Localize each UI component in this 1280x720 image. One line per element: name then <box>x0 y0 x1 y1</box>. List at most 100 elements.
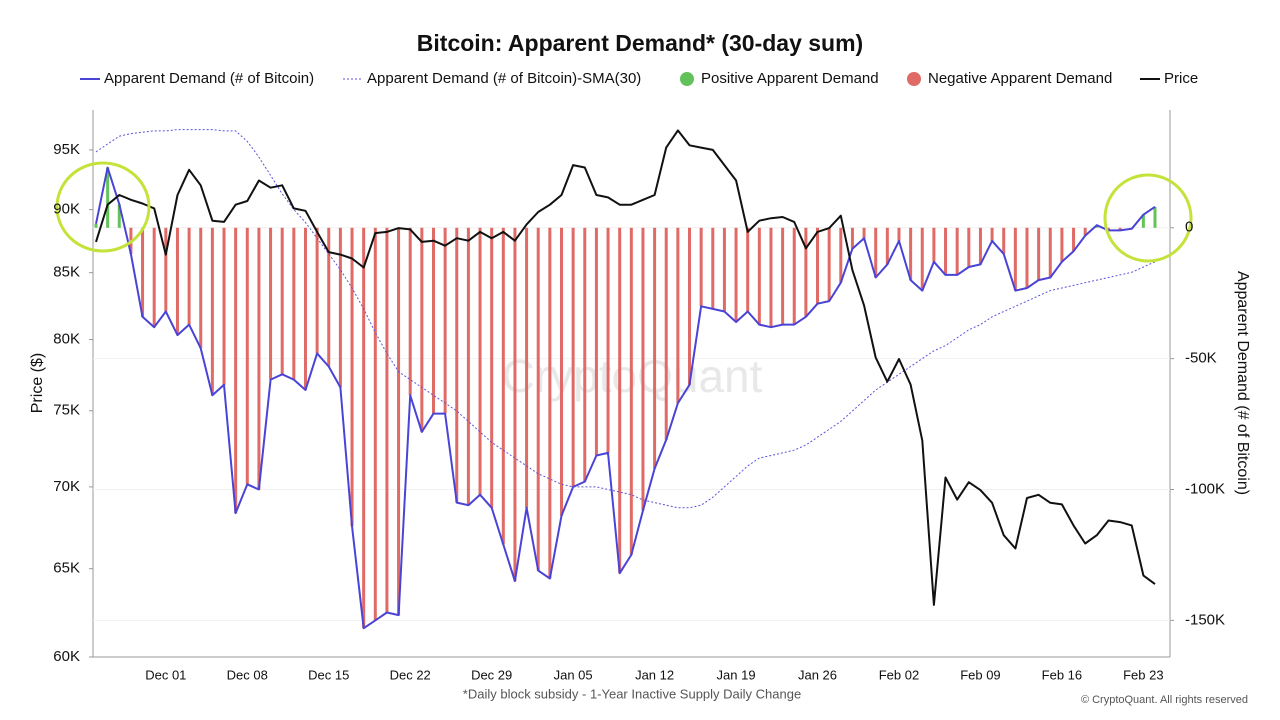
demand-bar <box>199 227 203 349</box>
legend-swatch <box>680 72 694 86</box>
demand-bar <box>443 227 447 414</box>
demand-bar <box>746 227 750 312</box>
highlight-circle <box>1103 173 1193 263</box>
plot-area <box>93 129 1170 630</box>
demand-bar <box>804 227 808 317</box>
demand-bar <box>676 227 680 404</box>
demand-bar <box>269 227 273 380</box>
y-tick-label: 75K <box>53 402 80 419</box>
demand-bar <box>525 227 529 508</box>
demand-bar <box>478 227 482 495</box>
y-axis-title: Price ($) <box>29 353 46 413</box>
demand-bar <box>699 227 703 307</box>
demand-bar <box>885 227 889 265</box>
y-tick-label: 70K <box>53 478 80 495</box>
demand-bar <box>466 227 470 506</box>
demand-bar <box>932 227 936 262</box>
y-tick-label: 95K <box>53 141 80 158</box>
y-tick-label: 80K <box>53 331 80 348</box>
demand-bar <box>711 227 715 309</box>
demand-bar <box>909 227 913 281</box>
demand-bar <box>862 227 866 239</box>
demand-bar <box>141 227 145 317</box>
demand-bar <box>245 227 249 485</box>
x-tick-label: Dec 15 <box>308 667 349 682</box>
demand-bar <box>431 227 435 414</box>
demand-bar <box>350 227 354 527</box>
x-tick-label: Feb 16 <box>1042 667 1082 682</box>
demand-bar <box>618 227 622 574</box>
demand-bar <box>978 227 982 265</box>
y-tick-label: 90K <box>53 201 80 218</box>
demand-bar <box>210 227 214 396</box>
demand-bar <box>874 227 878 278</box>
demand-bar <box>781 227 785 325</box>
x-tick-label: Dec 22 <box>390 667 431 682</box>
y2-tick-label: -100K <box>1185 480 1225 497</box>
x-tick-label: Feb 09 <box>960 667 1000 682</box>
legend-label: Price <box>1164 70 1198 87</box>
demand-bar <box>850 227 854 249</box>
demand-bar <box>152 227 156 328</box>
demand-bar <box>1083 227 1087 236</box>
demand-bar <box>106 167 110 228</box>
demand-bar <box>897 227 901 241</box>
x-tick-label: Jan 26 <box>798 667 837 682</box>
demand-bar <box>513 227 517 582</box>
demand-bar <box>1141 214 1145 228</box>
x-tick-label: Dec 01 <box>145 667 186 682</box>
demand-bar <box>373 227 377 621</box>
demand-bar <box>420 227 424 432</box>
demand-bar <box>292 227 296 380</box>
y-tick-label: 65K <box>53 560 80 577</box>
demand-bar <box>187 227 191 325</box>
highlight-circle <box>55 161 151 253</box>
demand-bar <box>664 227 668 440</box>
x-tick-label: Feb 02 <box>879 667 919 682</box>
x-tick-label: Feb 23 <box>1123 667 1163 682</box>
demand-bar <box>222 227 226 385</box>
demand-bar <box>1013 227 1017 291</box>
demand-bar <box>757 227 761 325</box>
y-tick-label: 85K <box>53 264 80 281</box>
demand-bar <box>385 227 389 613</box>
footnote: *Daily block subsidy - 1-Year Inactive S… <box>463 686 801 701</box>
copyright: © CryptoQuant. All rights reserved <box>1081 694 1248 706</box>
demand-bar <box>303 227 307 391</box>
demand-bar <box>688 227 692 385</box>
demand-bar <box>827 227 831 302</box>
demand-bar <box>734 227 738 322</box>
demand-bar <box>327 227 331 367</box>
demand-bar <box>234 227 238 514</box>
demand-bar <box>408 227 412 396</box>
chart-title: Bitcoin: Apparent Demand* (30-day sum) <box>417 30 863 56</box>
demand-bar <box>397 227 401 616</box>
demand-bar <box>536 227 540 571</box>
y-tick-label: 60K <box>53 648 80 665</box>
demand-bar <box>338 227 342 388</box>
legend-swatch <box>907 72 921 86</box>
demand-bar <box>490 227 494 508</box>
demand-bar <box>1106 227 1110 231</box>
demand-bar <box>606 227 610 453</box>
demand-bar <box>653 227 657 469</box>
demand-bar <box>629 227 633 555</box>
x-tick-label: Jan 19 <box>717 667 756 682</box>
demand-bar <box>792 227 796 325</box>
demand-bar <box>501 227 505 545</box>
demand-bar <box>641 227 645 511</box>
demand-bar <box>583 227 587 482</box>
demand-bar <box>920 227 924 291</box>
demand-bar <box>455 227 459 503</box>
demand-bar <box>816 227 820 304</box>
demand-bar <box>257 227 261 490</box>
demand-bar <box>1072 227 1076 252</box>
x-tick-label: Jan 05 <box>554 667 593 682</box>
demand-bar <box>94 223 98 228</box>
demand-bar <box>548 227 552 579</box>
demand-bar <box>1002 227 1006 254</box>
x-tick-label: Dec 08 <box>227 667 268 682</box>
legend-label: Apparent Demand (# of Bitcoin) <box>104 70 314 87</box>
demand-bar <box>944 227 948 275</box>
demand-bar <box>280 227 284 375</box>
